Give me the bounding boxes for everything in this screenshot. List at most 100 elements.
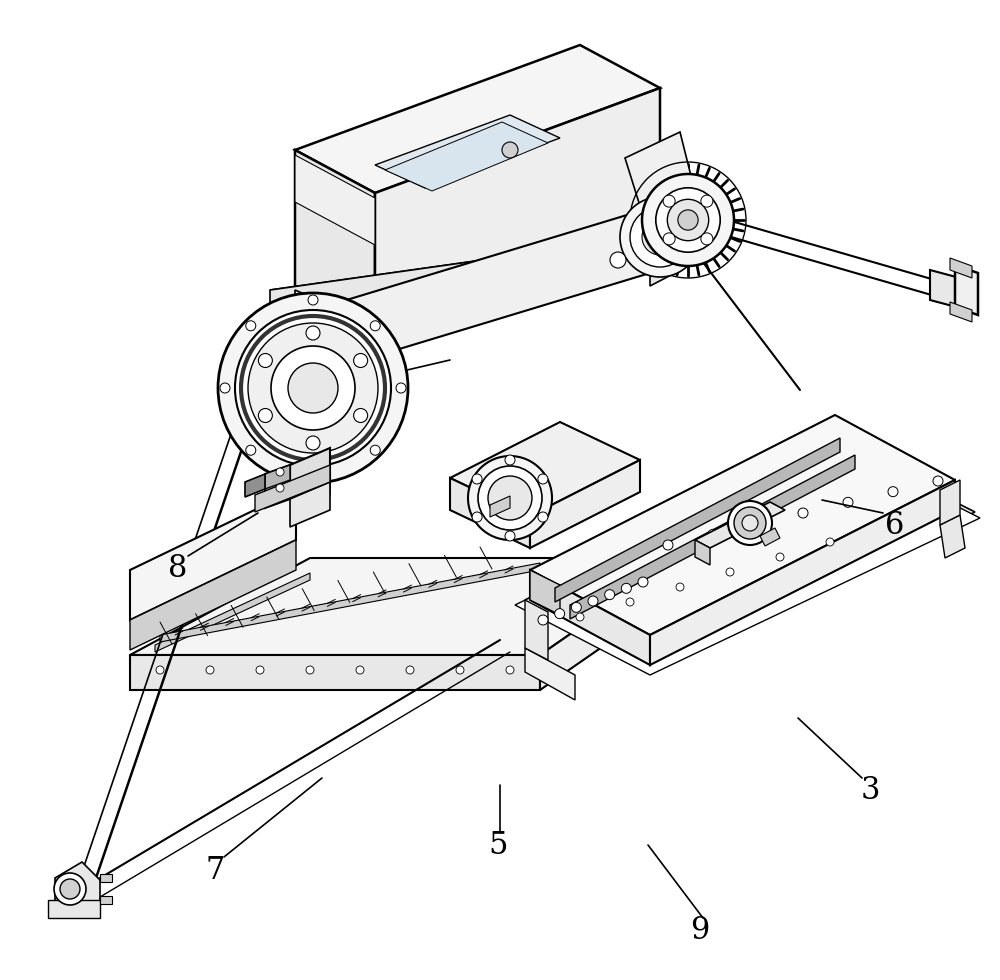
Polygon shape (650, 212, 700, 286)
Polygon shape (940, 515, 965, 558)
Polygon shape (760, 528, 780, 546)
Polygon shape (955, 265, 978, 315)
Circle shape (258, 409, 272, 422)
Polygon shape (450, 422, 640, 516)
Circle shape (356, 666, 364, 674)
Circle shape (505, 531, 515, 541)
Circle shape (276, 468, 284, 476)
Circle shape (468, 456, 552, 540)
Circle shape (246, 320, 256, 331)
Polygon shape (100, 896, 112, 904)
Circle shape (663, 540, 673, 550)
Polygon shape (55, 862, 100, 916)
Polygon shape (930, 270, 960, 308)
Circle shape (642, 219, 678, 255)
Circle shape (843, 497, 853, 508)
Polygon shape (330, 205, 660, 370)
Circle shape (728, 501, 772, 545)
Polygon shape (265, 465, 290, 489)
Circle shape (742, 515, 758, 531)
Circle shape (605, 590, 615, 600)
Polygon shape (265, 465, 290, 508)
Text: 9: 9 (690, 914, 710, 946)
Circle shape (472, 474, 482, 484)
Circle shape (933, 476, 943, 486)
Circle shape (726, 568, 734, 576)
Text: 6: 6 (885, 510, 905, 541)
Polygon shape (950, 258, 972, 278)
Polygon shape (570, 455, 855, 619)
Circle shape (276, 484, 284, 492)
Circle shape (60, 879, 80, 899)
Polygon shape (130, 490, 296, 620)
Polygon shape (650, 480, 955, 665)
Circle shape (248, 323, 378, 453)
Polygon shape (290, 482, 330, 527)
Circle shape (235, 310, 391, 466)
Circle shape (396, 383, 406, 393)
Circle shape (306, 666, 314, 674)
Polygon shape (245, 474, 265, 497)
Circle shape (206, 666, 214, 674)
Text: 8: 8 (168, 553, 188, 583)
Polygon shape (525, 444, 975, 668)
Circle shape (638, 577, 648, 587)
Polygon shape (490, 496, 510, 517)
Circle shape (888, 487, 898, 497)
Polygon shape (530, 570, 560, 615)
Polygon shape (100, 874, 112, 882)
Circle shape (663, 233, 675, 245)
Circle shape (701, 233, 713, 245)
Polygon shape (540, 558, 680, 690)
Circle shape (538, 615, 548, 625)
Circle shape (555, 609, 565, 618)
Circle shape (538, 512, 548, 522)
Circle shape (354, 409, 368, 422)
Polygon shape (375, 115, 560, 188)
Circle shape (370, 320, 380, 331)
Polygon shape (155, 573, 310, 652)
Polygon shape (295, 150, 375, 330)
Polygon shape (530, 415, 955, 635)
Circle shape (156, 666, 164, 674)
Text: 7: 7 (205, 855, 225, 886)
Circle shape (506, 666, 514, 674)
Polygon shape (130, 540, 296, 650)
Polygon shape (950, 302, 972, 322)
Circle shape (256, 666, 264, 674)
Circle shape (776, 553, 784, 561)
Circle shape (218, 293, 408, 483)
Polygon shape (530, 460, 640, 548)
Polygon shape (295, 290, 330, 495)
Polygon shape (450, 478, 530, 548)
Polygon shape (385, 122, 548, 191)
Text: 5: 5 (488, 829, 508, 860)
Polygon shape (295, 155, 375, 245)
Polygon shape (375, 88, 660, 330)
Text: 3: 3 (860, 774, 880, 806)
Circle shape (655, 232, 665, 242)
Circle shape (620, 197, 700, 277)
Circle shape (656, 188, 720, 252)
Polygon shape (555, 438, 840, 602)
Circle shape (576, 613, 584, 621)
Circle shape (505, 455, 515, 465)
Circle shape (288, 363, 338, 413)
Circle shape (678, 210, 698, 230)
Circle shape (571, 603, 581, 612)
Circle shape (306, 436, 320, 450)
Circle shape (220, 383, 230, 393)
Circle shape (308, 471, 318, 481)
Circle shape (826, 538, 834, 546)
Circle shape (258, 354, 272, 368)
Polygon shape (295, 45, 660, 193)
Polygon shape (270, 235, 680, 290)
Circle shape (701, 195, 713, 207)
Circle shape (354, 354, 368, 368)
Circle shape (502, 142, 518, 158)
Polygon shape (130, 655, 540, 690)
Circle shape (676, 583, 684, 591)
Polygon shape (515, 447, 980, 675)
Circle shape (798, 508, 808, 518)
Circle shape (667, 199, 709, 241)
